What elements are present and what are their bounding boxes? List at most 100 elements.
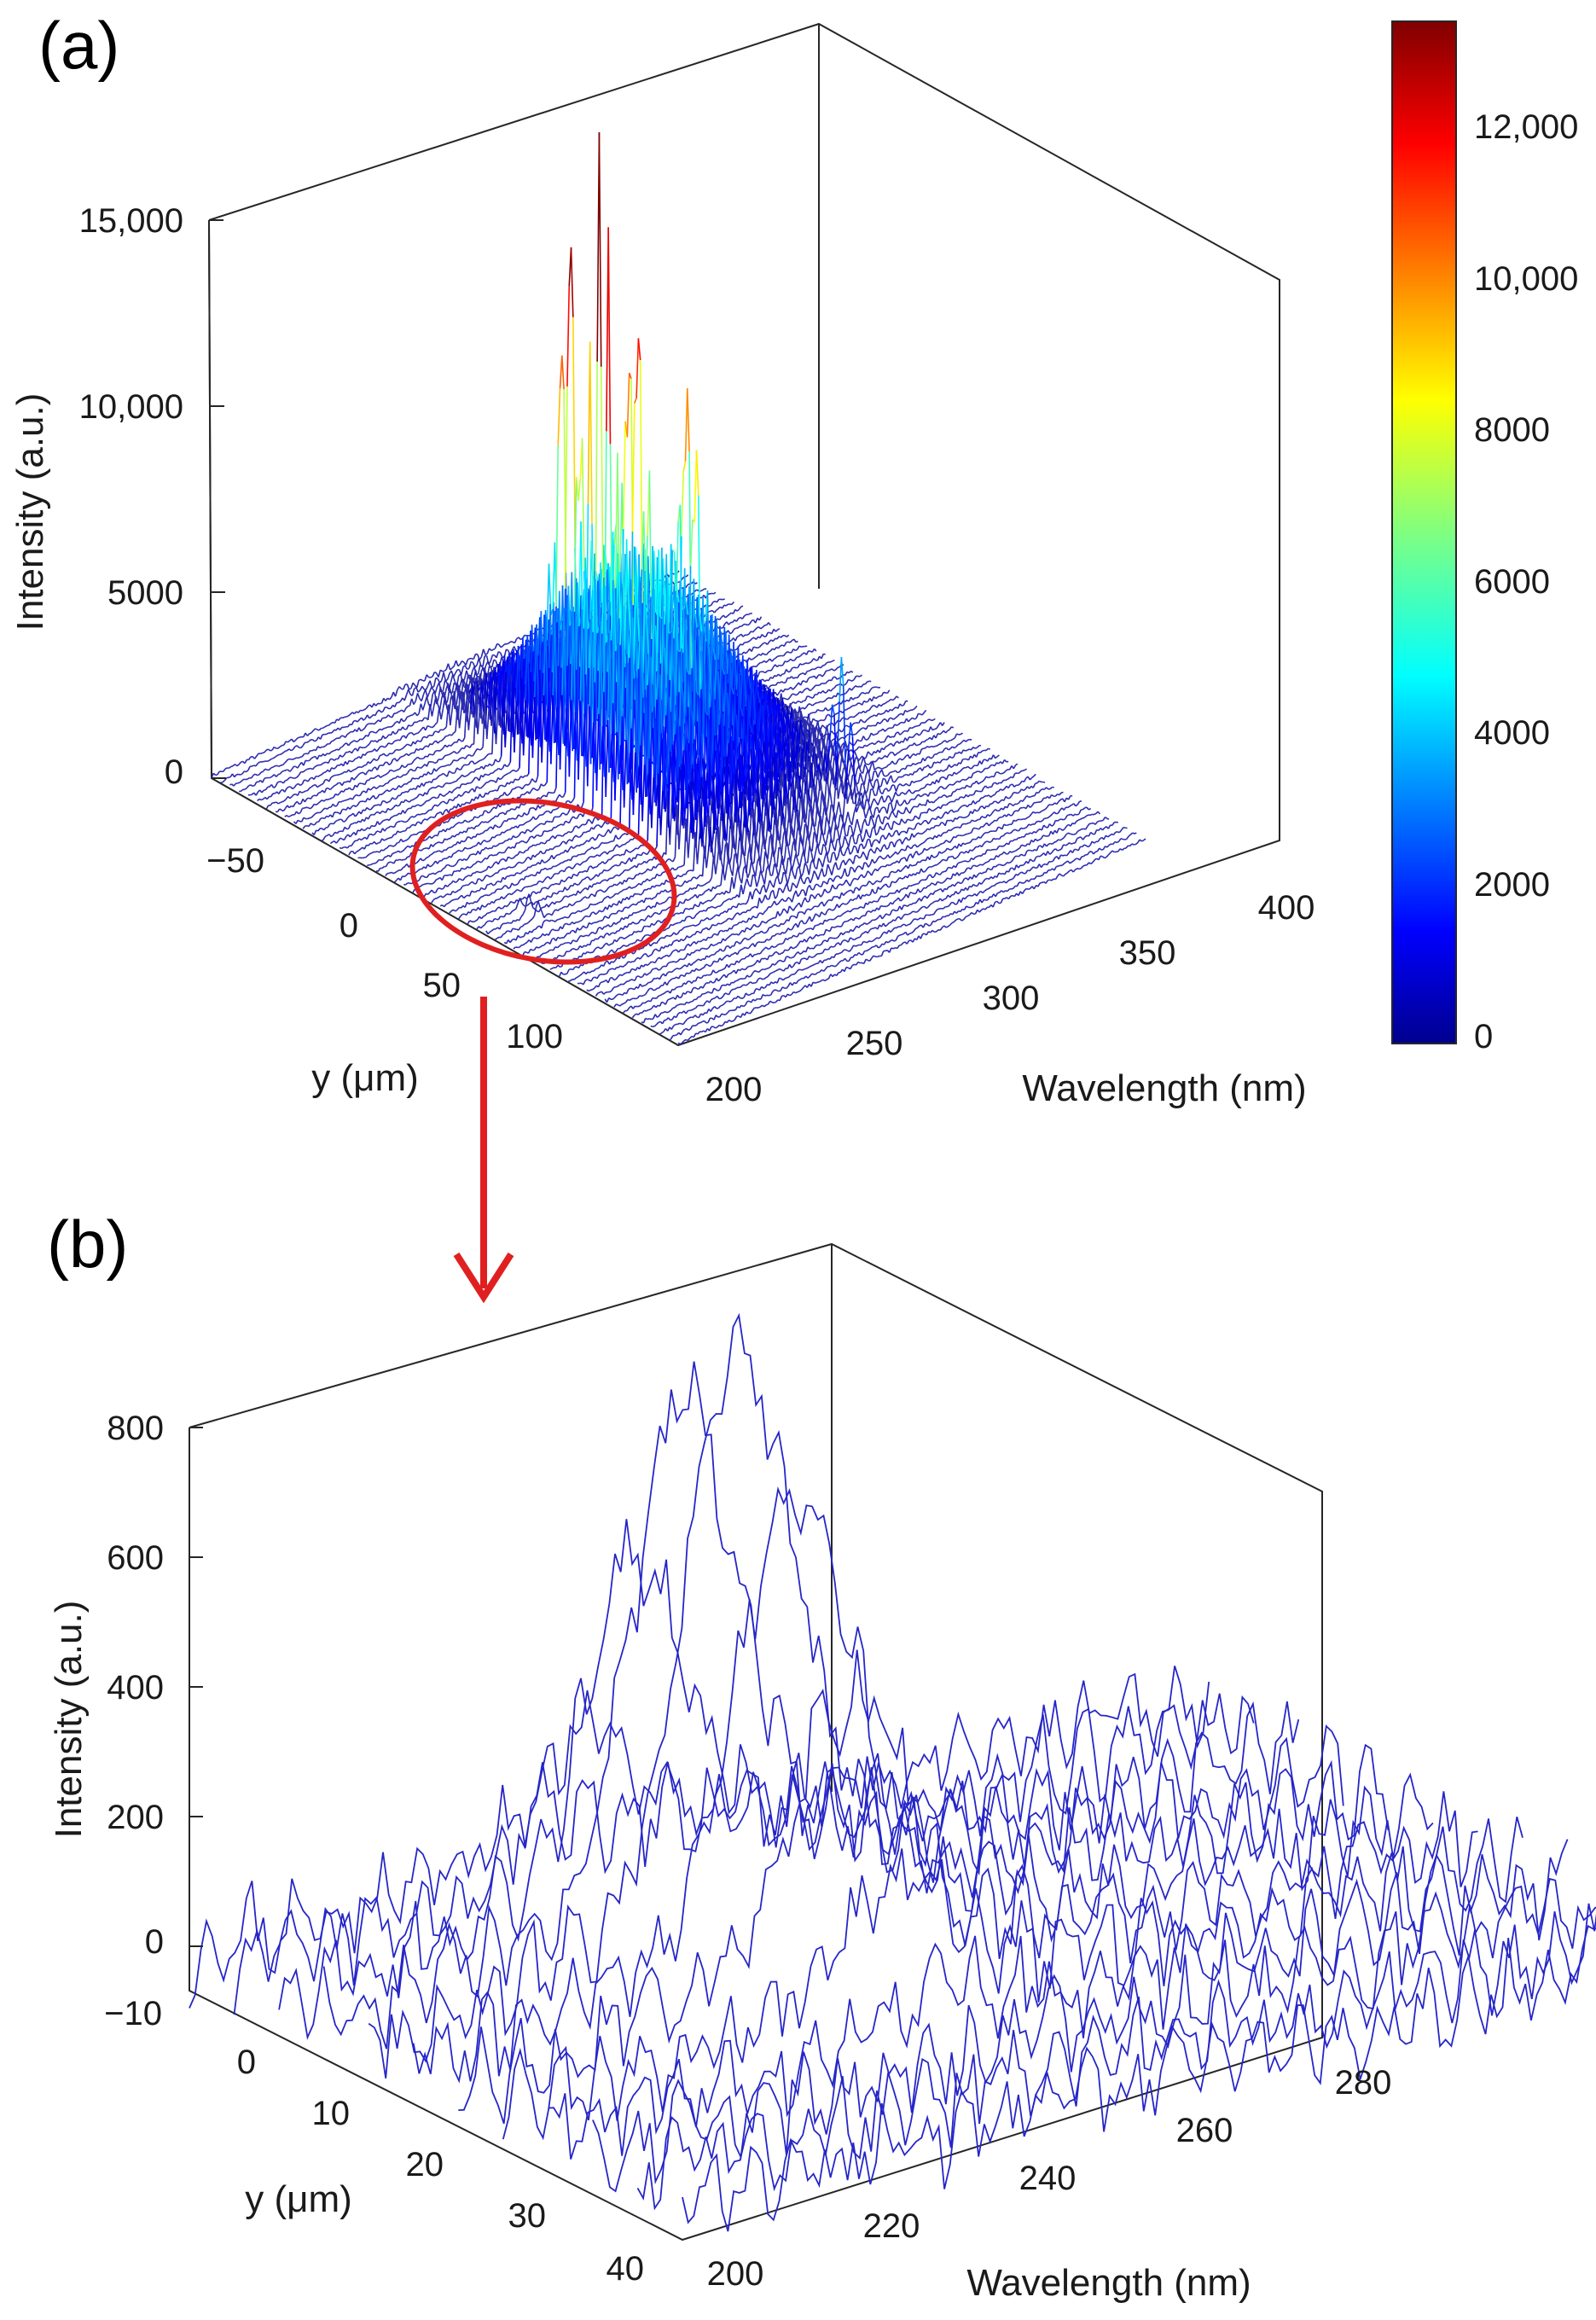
spectrum-segment: [755, 636, 759, 640]
spectrum-segment: [328, 767, 333, 772]
spectrum-segment: [503, 764, 508, 767]
spectrum-segment: [320, 817, 323, 820]
spectrum-segment: [432, 731, 436, 736]
spectrum-segment: [270, 802, 273, 806]
spectrum-segment: [465, 828, 469, 833]
spectrum-segment: [303, 790, 306, 794]
spectrum-segment: [409, 805, 414, 810]
spectrum-segment: [403, 707, 407, 712]
spectrum-segment: [312, 812, 316, 817]
spectrum-segment: [775, 682, 779, 686]
spectrum-segment: [527, 820, 530, 823]
spectrum-segment: [548, 668, 552, 765]
spectrum-segment: [508, 792, 512, 795]
spectrum-segment: [431, 741, 435, 746]
spectrum-segment: [490, 648, 494, 652]
spectrum-segment: [274, 801, 277, 804]
spectrum-segment: [469, 743, 473, 748]
spectrum-segment: [396, 759, 400, 762]
spectrum-segment: [809, 695, 812, 699]
spectrum-segment: [426, 761, 430, 767]
spectrum-segment: [255, 791, 259, 796]
spectrum-segment: [386, 789, 390, 793]
spectrum-segment: [424, 689, 428, 698]
spectrum-segment: [278, 790, 281, 794]
spectrum-segment: [280, 788, 283, 792]
spectrum-segment: [391, 806, 395, 811]
spectrum-segment: [410, 768, 414, 771]
spectrum-segment: [380, 820, 384, 823]
spectrum-segment: [273, 746, 277, 749]
spectrum-segment: [473, 776, 476, 782]
spectrum-segment: [443, 800, 446, 804]
spectrum-segment: [392, 770, 395, 772]
spectrum-segment: [747, 639, 752, 643]
spectrum-segment: [232, 764, 236, 767]
spectrum-segment: [289, 796, 293, 799]
spectrum-segment: [332, 840, 335, 843]
spectrum-segment: [270, 793, 274, 798]
spectrum-segment: [473, 825, 477, 830]
spectrum-segment: [822, 664, 826, 666]
spectrum-segment: [495, 815, 498, 817]
spectrum-segment: [336, 801, 340, 806]
spectrum-segment: [525, 821, 528, 824]
spectrum-segment: [744, 613, 747, 617]
spectrum-segment: [419, 729, 422, 732]
spectrum-segment: [762, 678, 766, 683]
spectrum-segment: [446, 799, 450, 805]
spectrum-segment: [711, 592, 714, 595]
spectrum-segment: [448, 808, 451, 814]
spectrum-segment: [490, 836, 493, 841]
spectrum-segment: [713, 609, 717, 613]
spectrum-segment: [492, 824, 496, 830]
spectrum-segment: [388, 825, 392, 829]
spectrum-segment: [484, 698, 488, 740]
spectrum-segment: [399, 709, 403, 712]
spectrum-segment: [478, 759, 481, 763]
spectrum-segment: [513, 769, 516, 772]
spectrum-segment: [402, 840, 405, 843]
spectrum-segment: [487, 791, 490, 795]
spectrum-segment: [334, 793, 339, 796]
spectrum-segment: [455, 705, 459, 732]
spectrum-segment: [442, 811, 445, 816]
spectrum-segment: [544, 782, 548, 786]
spectrum-segment: [504, 819, 508, 823]
spectrum-segment: [409, 777, 414, 782]
spectrum-segment: [285, 779, 288, 782]
spectrum-segment: [267, 759, 270, 762]
spectrum-segment: [351, 842, 354, 846]
spectrum-segment: [491, 695, 496, 754]
spectrum-segment: [496, 813, 501, 817]
spectrum-segment: [472, 662, 476, 668]
spectrum-segment: [434, 686, 438, 694]
spectrum-segment: [328, 788, 331, 791]
spectrum-segment: [450, 743, 454, 747]
spectrum-segment: [543, 811, 546, 816]
spectrum-segment: [317, 828, 321, 832]
spectrum-segment: [466, 791, 469, 794]
spectrum-segment: [310, 767, 313, 770]
spectrum-segment: [298, 756, 301, 759]
spectrum-segment: [241, 760, 243, 763]
spectrum-segment: [741, 624, 745, 627]
spectrum-segment: [590, 540, 595, 590]
spectrum-segment: [489, 790, 492, 793]
spectrum-segment: [327, 823, 331, 829]
spectrum-segment: [386, 761, 390, 765]
spectrum-segment: [775, 629, 779, 632]
spectrum-segment: [415, 732, 418, 735]
spectrum-segment: [463, 701, 467, 738]
spectrum-segment: [336, 748, 340, 751]
spectrum-segment: [710, 609, 713, 613]
spectrum-segment: [752, 637, 755, 639]
spectrum-segment: [306, 733, 310, 737]
spectrum-segment: [389, 871, 392, 875]
spectrum-segment: [230, 765, 234, 768]
spectrum-segment: [797, 663, 801, 668]
spectrum-segment: [355, 829, 359, 835]
spectrum-segment: [405, 724, 409, 730]
spectrum-segment: [566, 799, 569, 802]
spectrum-segment: [479, 759, 483, 761]
